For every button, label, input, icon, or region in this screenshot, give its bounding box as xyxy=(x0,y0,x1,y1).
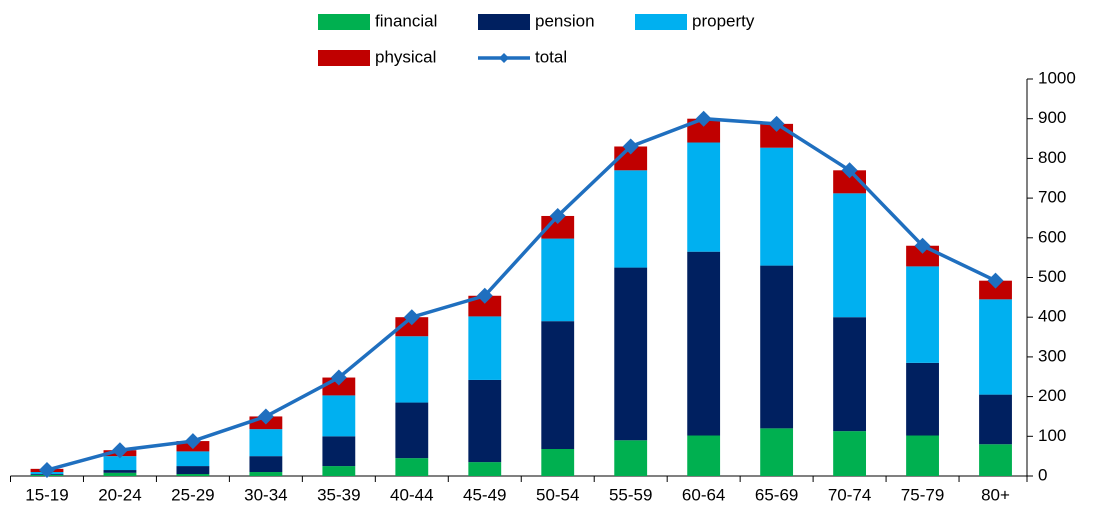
bar-segment xyxy=(468,379,502,463)
line-marker xyxy=(695,110,712,127)
x-tick-label: 15-19 xyxy=(25,485,68,504)
bar-segment xyxy=(687,251,721,436)
line-marker xyxy=(403,309,420,326)
x-tick-label: 50-54 xyxy=(536,485,579,504)
legend-label: total xyxy=(535,47,567,66)
bar-segment xyxy=(906,362,939,436)
bar-segment xyxy=(468,295,502,317)
bar-segment xyxy=(395,402,429,459)
y-tick-label: 600 xyxy=(1038,227,1066,246)
x-tick-label: 35-39 xyxy=(317,485,360,504)
y-tick-label: 100 xyxy=(1038,426,1066,445)
bar-segment xyxy=(395,458,429,476)
bar-segment xyxy=(176,466,210,475)
bar-segment xyxy=(833,193,867,318)
bar-segment xyxy=(468,316,502,380)
x-tick-label: 45-49 xyxy=(463,485,506,504)
bar-segment xyxy=(687,118,721,143)
bar-segment xyxy=(833,170,867,194)
y-tick-label: 700 xyxy=(1038,188,1066,207)
bar-segment xyxy=(176,474,210,476)
legend-swatch xyxy=(318,14,370,30)
x-tick-label: 25-29 xyxy=(171,485,214,504)
bar-segment xyxy=(979,280,1012,300)
y-tick-label: 400 xyxy=(1038,307,1066,326)
y-tick-label: 500 xyxy=(1038,267,1066,286)
line-marker xyxy=(549,207,566,224)
legend-swatch xyxy=(478,14,530,30)
bar-segment xyxy=(468,462,502,476)
bar-segment xyxy=(833,317,867,432)
bar-segment xyxy=(979,394,1012,445)
line-marker xyxy=(111,442,128,459)
bar-segment xyxy=(906,266,939,363)
bar-segment xyxy=(322,436,356,467)
bar-segment xyxy=(614,267,648,441)
bar-segment xyxy=(906,435,939,476)
bar-segment xyxy=(979,299,1012,395)
y-tick-label: 0 xyxy=(1038,465,1047,484)
bar-segment xyxy=(322,466,356,476)
bar-segment xyxy=(979,444,1012,476)
x-tick-label: 75-79 xyxy=(901,485,944,504)
bar-segment xyxy=(760,428,794,476)
legend-swatch xyxy=(635,14,687,30)
bar-segment xyxy=(249,429,283,457)
line-marker xyxy=(841,162,858,179)
line-marker xyxy=(38,462,55,479)
x-tick-label: 65-69 xyxy=(755,485,798,504)
bar-segment xyxy=(249,472,283,476)
legend-label: financial xyxy=(375,11,437,30)
line-marker xyxy=(622,138,639,155)
bar-segment xyxy=(103,470,137,473)
line-marker xyxy=(476,287,493,304)
legend-label: physical xyxy=(375,47,436,66)
bar-segment xyxy=(103,472,137,476)
bar-segment xyxy=(760,265,794,429)
x-tick-label: 70-74 xyxy=(828,485,871,504)
line-marker xyxy=(330,369,347,386)
bar-segment xyxy=(249,456,283,473)
bar-segment xyxy=(541,215,575,239)
y-tick-label: 800 xyxy=(1038,148,1066,167)
bar-segment xyxy=(541,449,575,476)
y-tick-label: 300 xyxy=(1038,346,1066,365)
bar-segment xyxy=(833,431,867,476)
legend-marker xyxy=(499,53,509,63)
x-tick-label: 20-24 xyxy=(98,485,141,504)
y-tick-label: 1000 xyxy=(1038,68,1076,87)
bar-segment xyxy=(103,456,137,471)
bar-segment xyxy=(614,440,648,476)
bar-segment xyxy=(322,395,356,437)
bar-segment xyxy=(760,147,794,266)
bar-segment xyxy=(541,321,575,450)
x-tick-label: 60-64 xyxy=(682,485,725,504)
x-tick-label: 40-44 xyxy=(390,485,433,504)
bar-segment xyxy=(395,336,429,403)
legend-swatch xyxy=(318,50,370,66)
legend-label: pension xyxy=(535,11,595,30)
line-marker xyxy=(768,115,785,132)
bar-segment xyxy=(541,238,575,322)
x-tick-label: 30-34 xyxy=(244,485,287,504)
bar-segment xyxy=(687,435,721,476)
bar-segment xyxy=(687,142,721,252)
bar-segment xyxy=(614,170,648,268)
y-tick-label: 200 xyxy=(1038,386,1066,405)
y-tick-label: 900 xyxy=(1038,108,1066,127)
line-marker xyxy=(257,408,274,425)
line-marker xyxy=(987,272,1004,289)
legend-label: property xyxy=(692,11,755,30)
x-tick-label: 55-59 xyxy=(609,485,652,504)
line-marker xyxy=(914,237,931,254)
bar-segment xyxy=(176,451,210,467)
x-tick-label: 80+ xyxy=(981,485,1010,504)
line xyxy=(46,116,997,472)
line-marker xyxy=(184,433,201,450)
